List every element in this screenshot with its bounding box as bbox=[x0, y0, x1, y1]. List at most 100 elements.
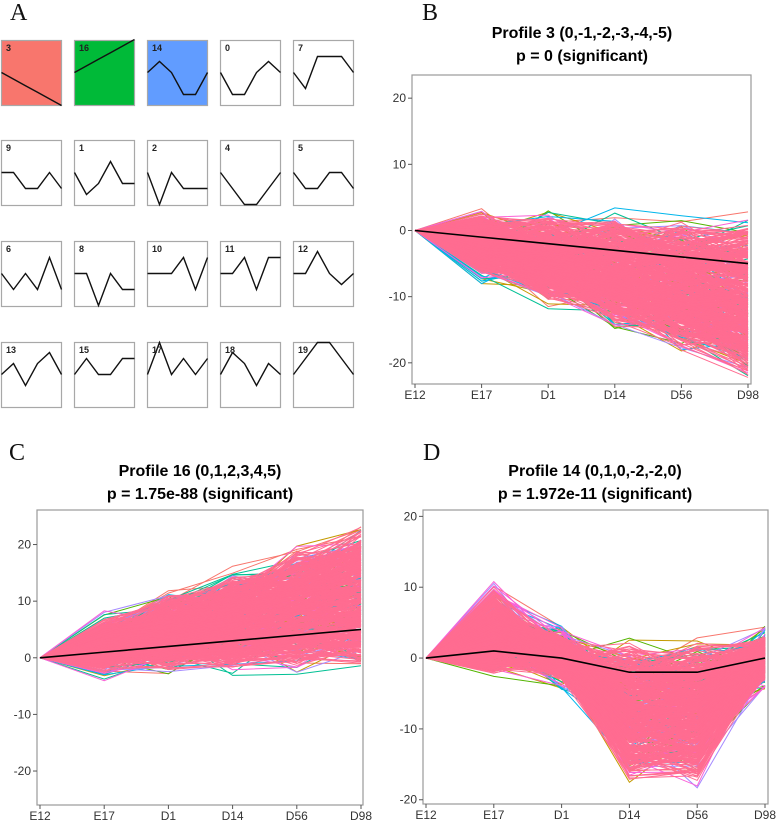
chart-d-title-line2: p = 1.972e-11 (significant) bbox=[497, 486, 693, 503]
profile-model-line bbox=[39, 628, 362, 659]
profile-tile-17[interactable]: 17 bbox=[146, 340, 209, 409]
y-tick-label: 0 bbox=[24, 651, 31, 665]
gene-line bbox=[39, 566, 362, 659]
tile-profile-line bbox=[219, 172, 282, 206]
profile-tile-7[interactable]: 7 bbox=[292, 39, 355, 107]
profile-tile-15[interactable]: 15 bbox=[73, 341, 136, 409]
y-tick-label: 10 bbox=[18, 594, 32, 608]
profile-tile-2[interactable]: 2 bbox=[146, 139, 209, 207]
gene-line bbox=[39, 568, 362, 659]
y-tick-label: -20 bbox=[400, 793, 418, 807]
tile-number: 10 bbox=[152, 244, 162, 254]
tile-frame bbox=[219, 39, 282, 107]
tile-profile-line bbox=[147, 60, 209, 96]
profile-tile-9[interactable]: 9 bbox=[0, 139, 63, 207]
gene-line bbox=[414, 230, 749, 271]
tile-frame bbox=[219, 139, 282, 207]
gene-line bbox=[414, 221, 749, 277]
tile-frame bbox=[73, 39, 136, 107]
tile-number: 13 bbox=[6, 345, 16, 355]
tile-frame bbox=[146, 139, 209, 207]
plot-frame bbox=[422, 509, 769, 805]
profile-tile-6[interactable]: 6 bbox=[0, 240, 63, 308]
x-tick-label: D14 bbox=[618, 808, 640, 820]
tile-frame bbox=[292, 139, 355, 207]
y-tick-label: 20 bbox=[18, 538, 32, 552]
profile-tile-10[interactable]: 10 bbox=[146, 240, 209, 308]
profile-tile-0[interactable]: 0 bbox=[219, 39, 282, 107]
gene-line bbox=[414, 230, 749, 345]
gene-line bbox=[39, 565, 362, 659]
gene-line bbox=[414, 230, 749, 304]
tile-profile-line bbox=[1, 71, 62, 107]
chart-d-title-line1: Profile 14 (0,1,0,-2,-2,0) bbox=[508, 463, 682, 480]
tile-profile-line bbox=[74, 272, 135, 308]
gene-line bbox=[39, 550, 362, 659]
tile-number: 14 bbox=[152, 43, 162, 53]
gene-line bbox=[39, 638, 362, 667]
x-tick-label: E17 bbox=[94, 809, 116, 820]
profile-tile-4[interactable]: 4 bbox=[219, 139, 282, 207]
tile-number: 17 bbox=[152, 345, 162, 355]
gene-line bbox=[414, 215, 749, 270]
gene-line bbox=[425, 645, 766, 678]
y-tick-label: 0 bbox=[399, 223, 406, 237]
tile-profile-line bbox=[220, 256, 281, 292]
tile-profile-line bbox=[219, 60, 281, 96]
tile-number: 5 bbox=[298, 143, 303, 153]
chart-c-title: Profile 16 (0,1,2,3,4,5) p = 1.75e-88 (s… bbox=[107, 460, 293, 506]
gene-line bbox=[425, 631, 766, 732]
gene-line bbox=[414, 227, 749, 254]
x-tick-label: D1 bbox=[161, 809, 177, 820]
gene-line bbox=[425, 604, 766, 738]
x-tick-label: D56 bbox=[686, 808, 708, 820]
profile-tile-8[interactable]: 8 bbox=[73, 240, 136, 308]
x-tick-label: D1 bbox=[541, 388, 557, 402]
profile-tile-16[interactable]: 16 bbox=[73, 38, 136, 107]
gene-line bbox=[414, 230, 749, 253]
tile-number: 11 bbox=[225, 244, 235, 254]
gene-line bbox=[425, 639, 766, 724]
tile-profile-line bbox=[146, 340, 209, 376]
tile-number: 0 bbox=[225, 43, 230, 53]
gene-line bbox=[39, 578, 362, 659]
gene-line bbox=[425, 616, 766, 717]
gene-line bbox=[414, 230, 749, 337]
tile-number: 7 bbox=[298, 43, 303, 53]
gene-line bbox=[425, 646, 766, 707]
profile-tile-11[interactable]: 11 bbox=[219, 240, 282, 308]
profile-tile-5[interactable]: 5 bbox=[292, 139, 355, 207]
tile-frame bbox=[146, 39, 209, 107]
chart-b-title-line2: p = 0 (significant) bbox=[515, 48, 648, 65]
gene-line bbox=[425, 643, 766, 702]
profile-model-line bbox=[425, 650, 766, 674]
chart-c: 20 10 0 -10 -20 E12 E17 D1 D14 D56 D98 bbox=[14, 509, 372, 820]
gene-line bbox=[425, 618, 766, 727]
gene-line bbox=[39, 608, 362, 659]
profile-tile-19[interactable]: 19 bbox=[292, 341, 355, 409]
gene-lines bbox=[39, 526, 362, 682]
gene-line bbox=[414, 229, 749, 279]
gene-line bbox=[425, 596, 766, 772]
gene-line bbox=[425, 657, 766, 685]
profile-tile-12[interactable]: 12 bbox=[292, 240, 355, 308]
chart-b-title: Profile 3 (0,-1,-2,-3,-4,-5) p = 0 (sign… bbox=[492, 22, 673, 68]
x-tick-label: D98 bbox=[754, 808, 776, 820]
gene-line bbox=[425, 629, 766, 775]
profile-tile-14[interactable]: 14 bbox=[146, 39, 209, 107]
profile-tile-13[interactable]: 13 bbox=[0, 341, 63, 409]
profile-tile-1[interactable]: 1 bbox=[73, 139, 136, 207]
tile-number: 1 bbox=[79, 143, 84, 153]
tile-number: 2 bbox=[152, 143, 157, 153]
profile-tile-3[interactable]: 3 bbox=[0, 39, 63, 107]
x-tick-label: E12 bbox=[415, 808, 437, 820]
profile-tile-18[interactable]: 18 bbox=[219, 341, 282, 409]
y-tick-label: -10 bbox=[400, 722, 418, 736]
tile-number: 19 bbox=[298, 345, 308, 355]
tile-profile-line bbox=[73, 160, 135, 196]
tile-frame bbox=[292, 39, 355, 107]
tile-profile-line bbox=[0, 255, 63, 291]
tile-profile-line bbox=[146, 171, 208, 207]
